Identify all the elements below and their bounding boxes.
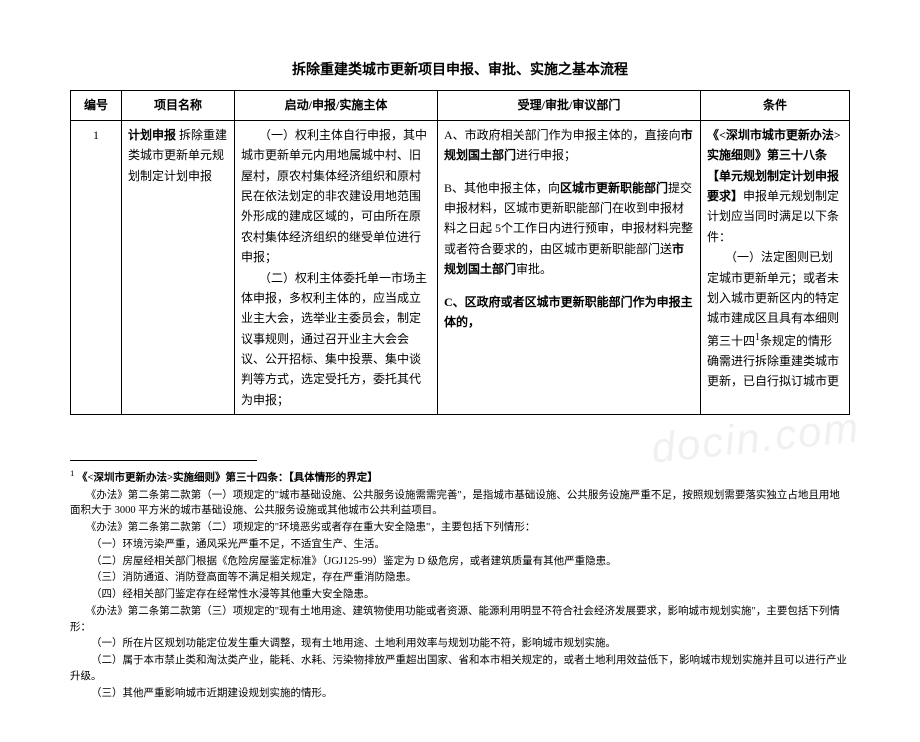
footnote-line: （一）所在片区规划功能定位发生重大调整，现有土地用途、土地利用效率与规划功能不符… bbox=[70, 636, 850, 652]
footnote-line: （三）其他严重影响城市近期建设规划实施的情形。 bbox=[70, 686, 850, 702]
footnote-line: （三）消防通道、消防登高面等不满足相关规定，存在严重消防隐患。 bbox=[70, 570, 850, 586]
cell-cond: 《<深圳市城市更新办法>实施细则》第三十八条【单元规划制定计划申报要求】申报单元… bbox=[701, 120, 850, 414]
header-dept: 受理/审批/审议部门 bbox=[438, 91, 701, 120]
dept-b-p1: B、其他申报主体，向 bbox=[444, 181, 560, 195]
footnote-separator bbox=[70, 460, 257, 463]
header-num: 编号 bbox=[71, 91, 122, 120]
dept-a: A、市政府相关部门作为申报主体的，直接向市规划国土部门进行申报； bbox=[444, 125, 694, 166]
cell-dept: A、市政府相关部门作为申报主体的，直接向市规划国土部门进行申报； B、其他申报主… bbox=[438, 120, 701, 414]
cell-subject: （一）权利主体自行申报，其中城市更新单元内用地属城中村、旧屋村，原农村集体经济组… bbox=[235, 120, 438, 414]
dept-b: B、其他申报主体，向区城市更新职能部门提交申报材料，区城市更新职能部门在收到申报… bbox=[444, 178, 694, 280]
footnote-line: 《办法》第二条第二款第（二）项规定的"环境恶劣或者存在重大安全隐患"，主要包括下… bbox=[70, 520, 850, 536]
footnote-title-line: 1 《<深圳市更新办法>实施细则》第三十四条：【具体情形的界定】 bbox=[70, 467, 850, 486]
footnote-line: 《办法》第二条第二款第（一）项规定的"城市基础设施、公共服务设施需需完善"，是指… bbox=[70, 488, 850, 520]
footnote-title: 《<深圳市更新办法>实施细则》第三十四条：【具体情形的界定】 bbox=[74, 473, 377, 484]
dept-b-p3: 审批。 bbox=[516, 262, 552, 276]
footnote-line: （一）环境污染严重，通风采光严重不足，不适宜生产、生活。 bbox=[70, 537, 850, 553]
dept-a-suffix: 进行申报； bbox=[516, 148, 576, 162]
footnote-line: （二）房屋经相关部门根据《危险房屋鉴定标准》（JGJ125-99）鉴定为 D 级… bbox=[70, 554, 850, 570]
dept-a-prefix: A、市政府相关部门作为申报主体的，直接向 bbox=[444, 128, 681, 142]
header-name: 项目名称 bbox=[122, 91, 235, 120]
cond-item1: （一）法定图则已划定城市更新单元；或者未划入城市更新区内的特定城市建成区且具有本… bbox=[707, 247, 843, 392]
table-row: 1 计划申报 拆除重建类城市更新单元规划制定计划申报 （一）权利主体自行申报，其… bbox=[71, 120, 850, 414]
header-subject: 启动/申报/实施主体 bbox=[235, 91, 438, 120]
item-name-bold: 计划申报 bbox=[128, 128, 176, 142]
dept-c: C、区政府或者区城市更新职能部门作为申报主体的， bbox=[444, 292, 694, 333]
footnote-line: 《办法》第二条第二款第（三）项规定的"现有土地用途、建筑物使用功能或者资源、能源… bbox=[70, 604, 850, 636]
table-header-row: 编号 项目名称 启动/申报/实施主体 受理/审批/审议部门 条件 bbox=[71, 91, 850, 120]
document-title: 拆除重建类城市更新项目申报、审批、实施之基本流程 bbox=[70, 60, 850, 82]
footnote-body: 1 《<深圳市更新办法>实施细则》第三十四条：【具体情形的界定】 《办法》第二条… bbox=[70, 467, 850, 701]
header-cond: 条件 bbox=[701, 91, 850, 120]
cell-name: 计划申报 拆除重建类城市更新单元规划制定计划申报 bbox=[122, 120, 235, 414]
footnote-line: （二）属于本市禁止类和淘汰类产业，能耗、水耗、污染物排放严重超出国家、省和本市相… bbox=[70, 653, 850, 685]
process-table: 编号 项目名称 启动/申报/实施主体 受理/审批/审议部门 条件 1 计划申报 … bbox=[70, 90, 850, 415]
footnote-line: （四）经相关部门鉴定存在经常性水浸等其他重大安全隐患。 bbox=[70, 587, 850, 603]
cell-num: 1 bbox=[71, 120, 122, 414]
dept-b-b1: 区城市更新职能部门 bbox=[560, 181, 668, 195]
